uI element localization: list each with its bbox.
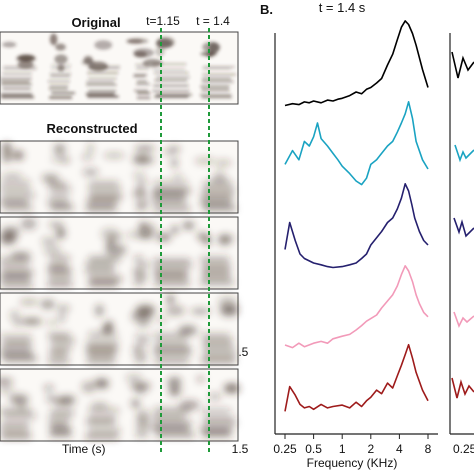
panel-c-pink-trace <box>453 311 474 329</box>
marker-label-b: t = 1.4 <box>196 14 230 28</box>
panel-c-partial: 0.25 <box>449 33 474 456</box>
frequency-ticks: 0.25 0.5 1 2 4 8 <box>273 434 432 456</box>
panel-c-navy-trace <box>453 217 474 238</box>
spectrogram-recon-1 <box>0 140 239 214</box>
panel-c-red-trace <box>451 377 474 399</box>
time-axis-end-tick: 1.5 <box>232 442 249 456</box>
spectrogram-recon-4 <box>0 368 240 442</box>
spectra-lines <box>284 20 429 412</box>
time-axis-label: Time (s) <box>62 442 106 456</box>
panel-c-black-trace <box>451 51 474 79</box>
spectrum-line-4 <box>284 264 429 349</box>
spectrum-line-1 <box>284 20 429 107</box>
original-title: Original <box>71 15 120 30</box>
spectrum-line-3 <box>284 183 429 269</box>
frequency-axis-label: Frequency (KHz) <box>307 456 398 470</box>
spectrum-line-2 <box>284 101 429 186</box>
x-tick-label: 2 <box>367 442 374 456</box>
x-tick-label: 8 <box>425 442 432 456</box>
panel-c-cyan-trace <box>454 144 474 163</box>
spectrogram-recon-3 <box>0 292 239 366</box>
panel-b-letter: B. <box>260 2 273 17</box>
x-tick-label: 1 <box>339 442 346 456</box>
marker-label-a: t=1.15 <box>146 14 180 28</box>
x-tick-label: 0.5 <box>305 442 322 456</box>
svg-text:0.25: 0.25 <box>453 442 474 456</box>
reconstructed-title: Reconstructed <box>46 121 137 136</box>
spectrum-line-5 <box>284 343 429 412</box>
spectrogram-recon-2 <box>0 216 239 290</box>
spectrogram-stack <box>0 31 240 442</box>
panel-b-title: t = 1.4 s <box>319 0 366 15</box>
x-tick-label: 4 <box>396 442 403 456</box>
x-tick-label: 0.25 <box>273 442 297 456</box>
spectrogram-original <box>0 31 239 105</box>
